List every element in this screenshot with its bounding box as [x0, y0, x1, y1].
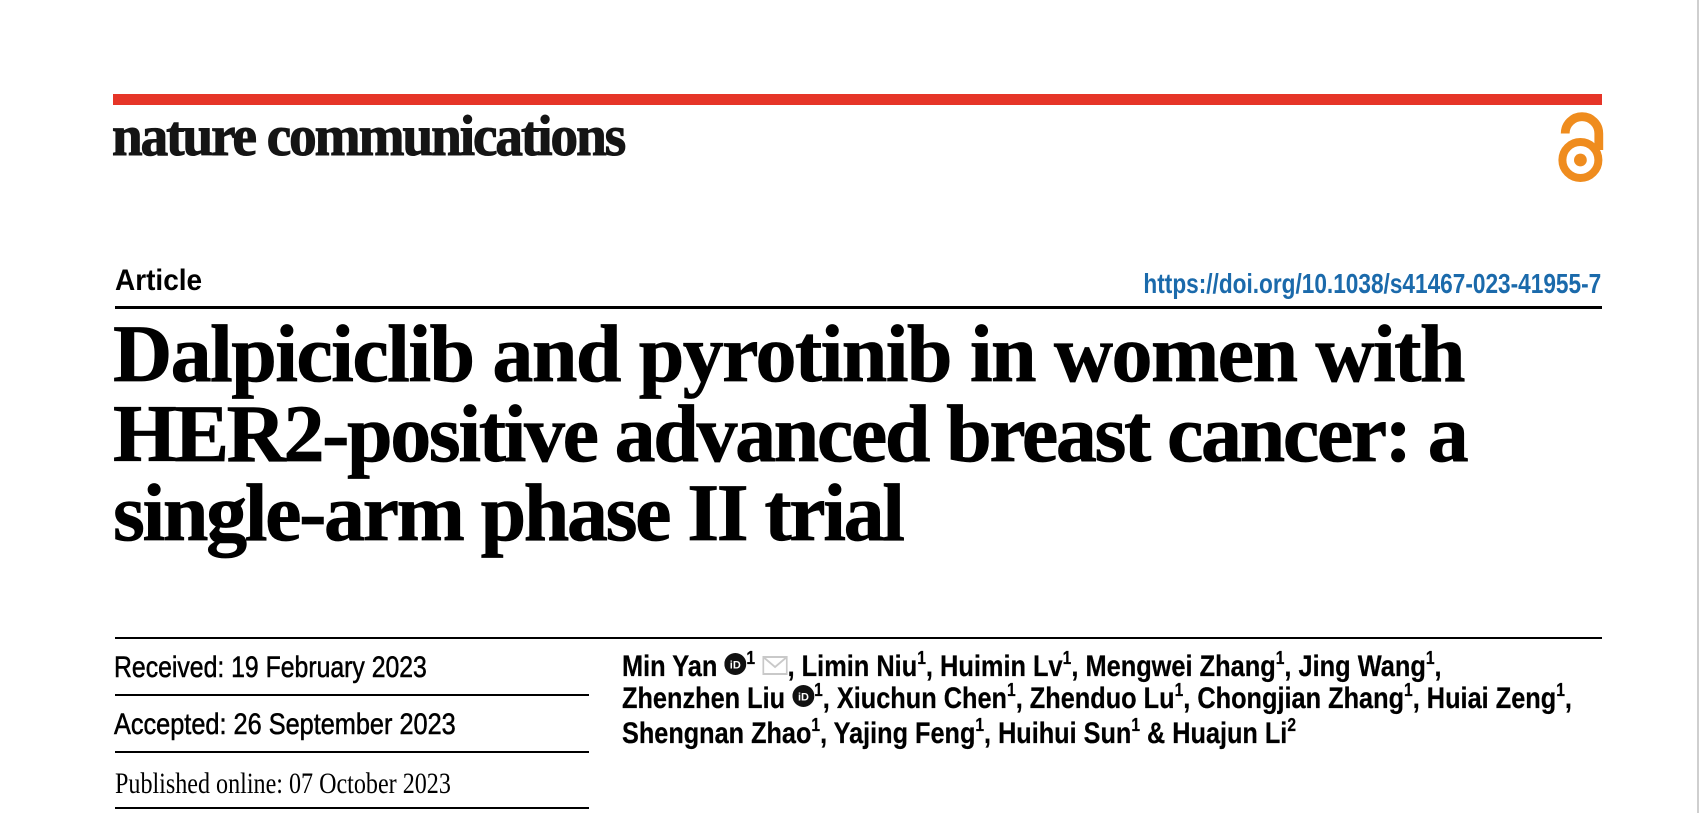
svg-text:iD: iD [730, 659, 741, 671]
svg-text:iD: iD [798, 692, 809, 704]
